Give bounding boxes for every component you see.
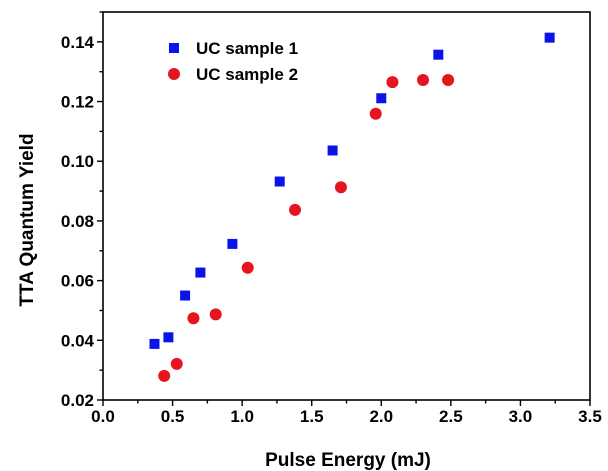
data-point [170,357,183,370]
series-1 [149,32,555,349]
x-tick-label: 1.0 [230,407,254,426]
data-point [544,32,555,43]
data-point [163,332,174,343]
data-point [241,261,254,274]
data-point [386,76,399,89]
x-axis-title: Pulse Energy (mJ) [265,450,431,471]
x-tick-label: 2.5 [439,407,463,426]
data-point [442,74,455,87]
y-tick-label: 0.08 [61,212,94,231]
y-axis-title: TTA Quantum Yield [17,133,38,306]
data-point [209,308,222,321]
data-point [327,145,338,156]
x-tick-label: 3.5 [578,407,602,426]
x-axis-ticks: 0.0 0.5 1.0 1.5 2.0 2.5 3.0 3.5 [91,400,602,426]
data-point [417,74,430,87]
y-tick-label: 0.12 [61,93,94,112]
legend-marker [169,43,179,53]
data-point [227,238,238,249]
x-tick-label: 3.0 [509,407,533,426]
data-points [149,32,555,382]
data-point [289,203,302,216]
x-tick-label: 1.5 [300,407,324,426]
data-point [369,107,382,120]
data-point [195,267,206,278]
y-tick-label: 0.10 [61,152,94,171]
y-tick-label: 0.02 [61,391,94,410]
y-tick-label: 0.14 [61,33,95,52]
x-tick-label: 0.5 [161,407,185,426]
data-point [334,181,347,194]
x-tick-label: 2.0 [369,407,393,426]
legend: UC sample 1 UC sample 2 [168,39,298,84]
data-point [274,176,285,187]
y-tick-label: 0.04 [61,331,95,350]
legend-marker [168,68,180,80]
legend-label: UC sample 2 [196,65,298,84]
legend-label: UC sample 1 [196,39,298,58]
series-2 [158,74,455,382]
data-point [376,93,387,104]
data-point [180,290,191,301]
data-point [158,369,171,382]
data-point [187,312,200,325]
y-axis-ticks: 0.02 0.04 0.06 0.08 0.10 0.12 0.14 [61,11,103,410]
x-tick-label: 0.0 [91,407,115,426]
data-point [433,49,444,60]
data-point [149,338,160,349]
y-tick-label: 0.06 [61,272,94,291]
